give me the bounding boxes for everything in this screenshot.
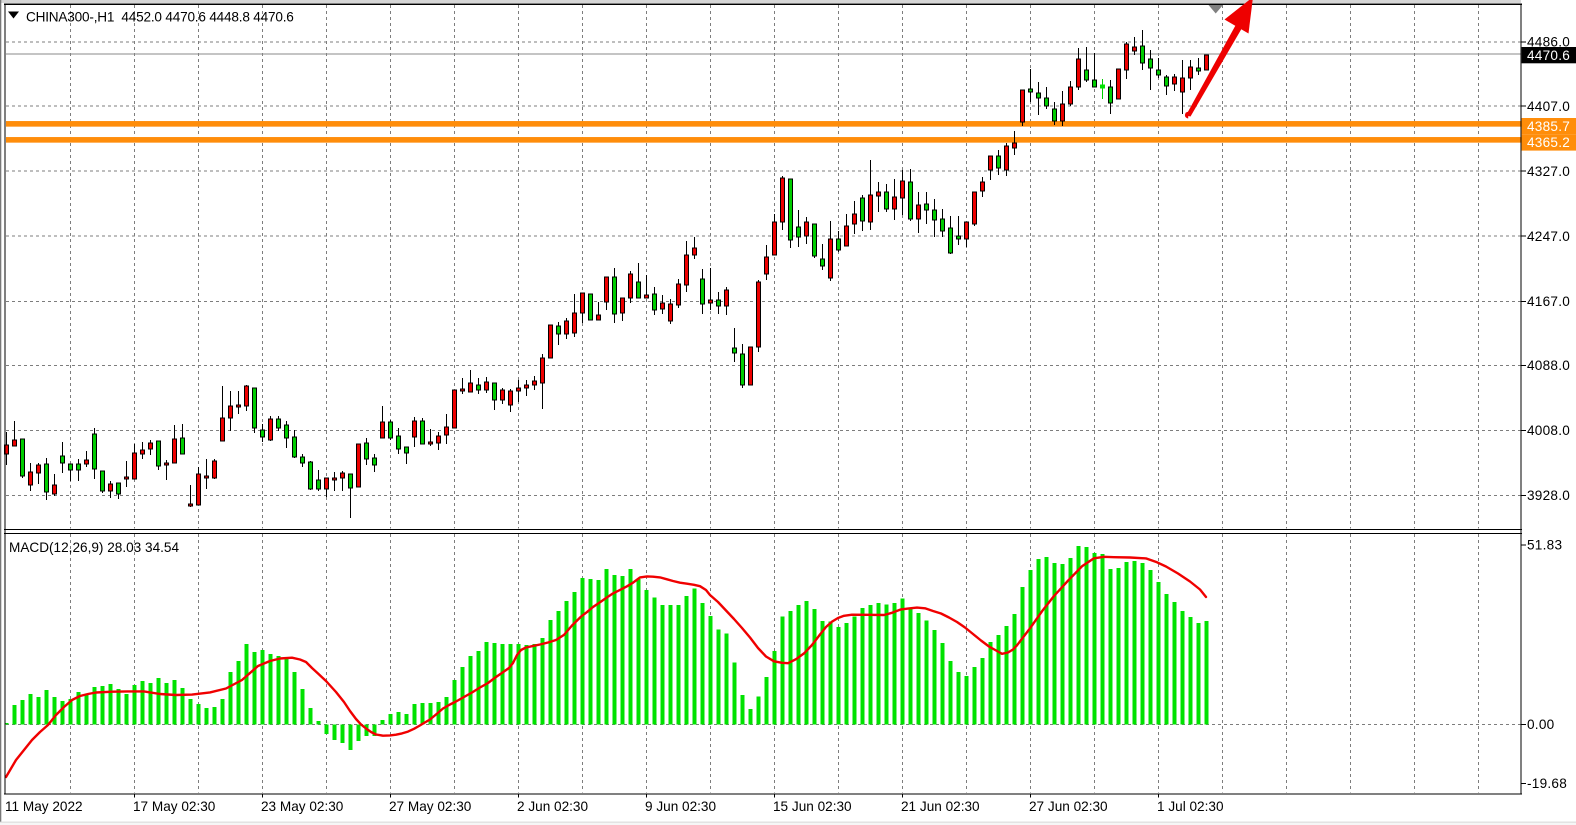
svg-text:17 May 02:30: 17 May 02:30 xyxy=(133,799,216,814)
svg-text:1 Jul 02:30: 1 Jul 02:30 xyxy=(1157,799,1224,814)
svg-text:11 May 2022: 11 May 2022 xyxy=(5,799,83,814)
svg-text:15 Jun 02:30: 15 Jun 02:30 xyxy=(773,799,852,814)
svg-text:4167.0: 4167.0 xyxy=(1527,294,1570,309)
svg-text:CHINA300-,H1 4452.0 4470.6 44: CHINA300-,H1 4452.0 4470.6 4448.8 4470.6 xyxy=(26,10,294,25)
svg-text:4486.0: 4486.0 xyxy=(1527,35,1570,50)
svg-text:27 Jun 02:30: 27 Jun 02:30 xyxy=(1029,799,1108,814)
svg-text:51.83: 51.83 xyxy=(1527,538,1562,553)
svg-text:4247.0: 4247.0 xyxy=(1527,229,1570,244)
svg-text:9 Jun 02:30: 9 Jun 02:30 xyxy=(645,799,716,814)
svg-text:4008.0: 4008.0 xyxy=(1527,423,1570,438)
svg-text:0.00: 0.00 xyxy=(1527,717,1555,732)
svg-text:4327.0: 4327.0 xyxy=(1527,164,1570,179)
svg-text:23 May 02:30: 23 May 02:30 xyxy=(261,799,344,814)
svg-text:MACD(12,26,9) 28.03 34.54: MACD(12,26,9) 28.03 34.54 xyxy=(9,540,179,555)
svg-text:4088.0: 4088.0 xyxy=(1527,358,1570,373)
svg-text:3928.0: 3928.0 xyxy=(1527,488,1570,503)
svg-text:4365.2: 4365.2 xyxy=(1527,135,1570,150)
svg-text:4385.7: 4385.7 xyxy=(1527,119,1570,134)
svg-text:-19.68: -19.68 xyxy=(1527,776,1567,791)
svg-text:2 Jun 02:30: 2 Jun 02:30 xyxy=(517,799,588,814)
svg-text:4470.6: 4470.6 xyxy=(1527,48,1570,63)
svg-text:27 May 02:30: 27 May 02:30 xyxy=(389,799,472,814)
svg-text:4407.0: 4407.0 xyxy=(1527,99,1570,114)
svg-text:21 Jun 02:30: 21 Jun 02:30 xyxy=(901,799,980,814)
